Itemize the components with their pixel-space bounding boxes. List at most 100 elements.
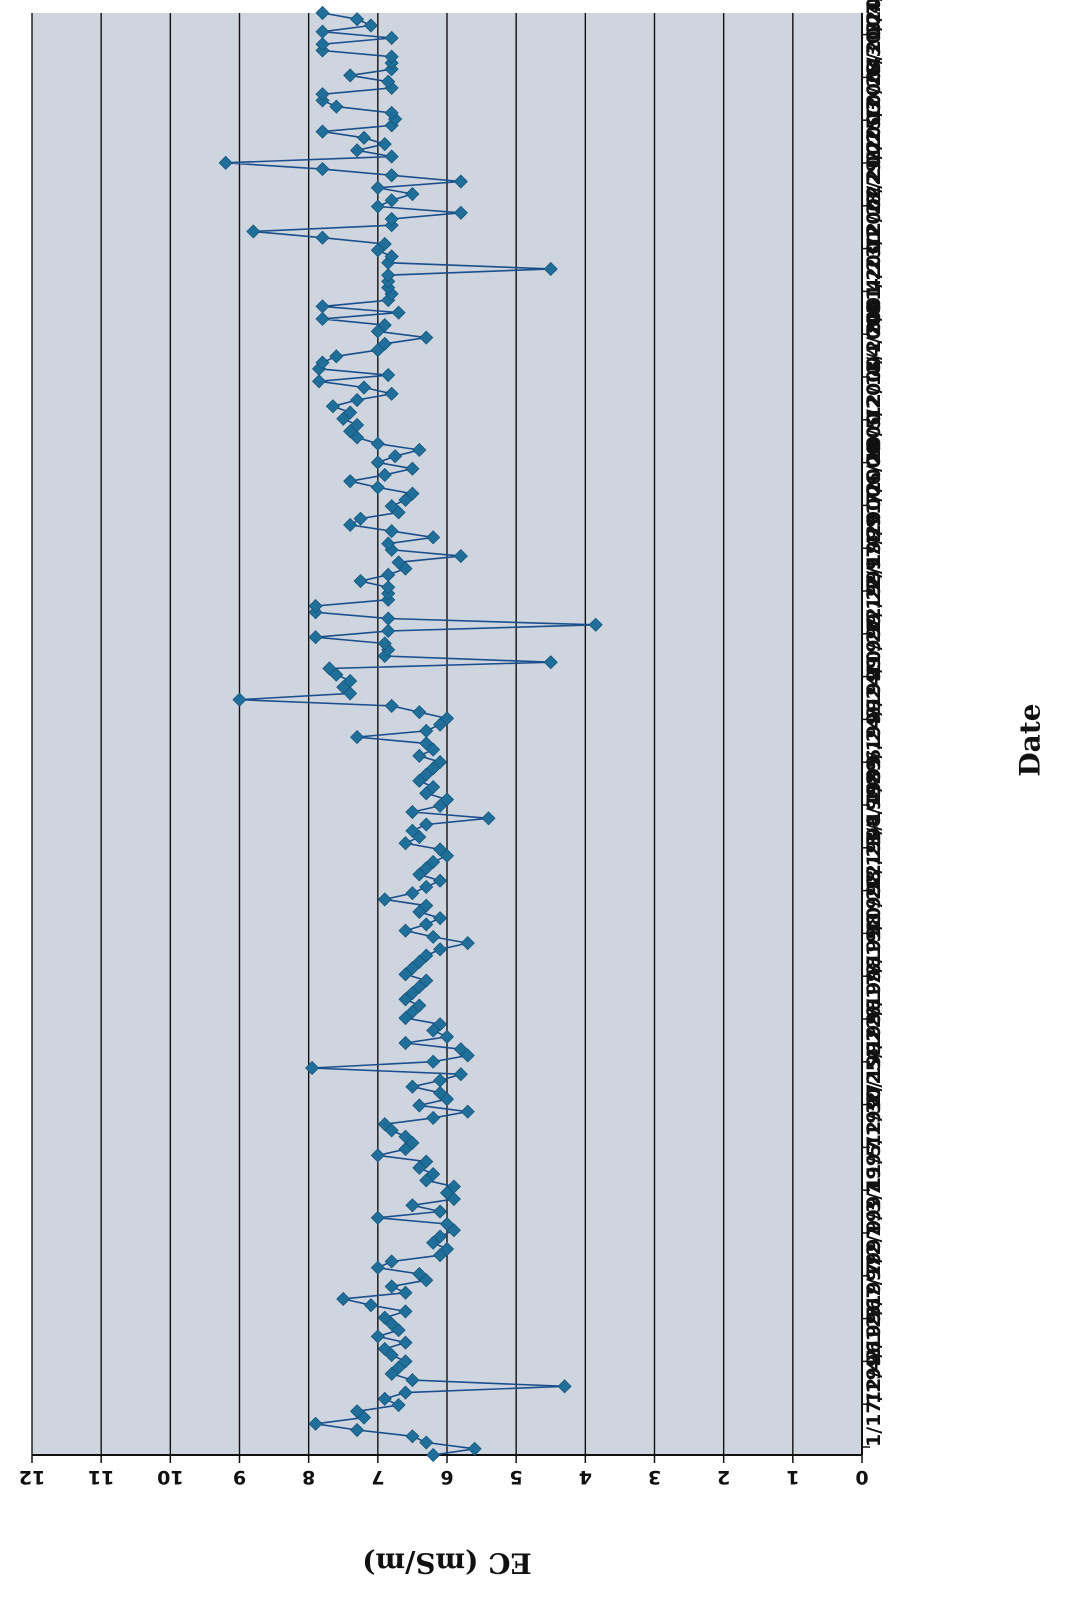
date-tick-label-0: 1/17/1996 bbox=[863, 1341, 885, 1447]
data-point-117 bbox=[433, 717, 448, 732]
data-point-67 bbox=[439, 1029, 455, 1044]
data-point-106 bbox=[419, 786, 434, 801]
data-point-176 bbox=[329, 349, 344, 364]
data-point-211 bbox=[356, 130, 372, 145]
date-tick-label-12: 10/22/1998 bbox=[863, 814, 885, 934]
data-point-119 bbox=[412, 705, 427, 720]
data-point-125 bbox=[329, 667, 344, 682]
data-point-177 bbox=[370, 343, 385, 358]
value-tick-label-2: 2 bbox=[717, 1466, 730, 1488]
y-axis-label: EC (mS/m) bbox=[362, 1547, 532, 1580]
data-point-149 bbox=[343, 517, 358, 532]
data-point-158 bbox=[405, 461, 420, 476]
data-point-86 bbox=[433, 911, 448, 926]
data-point-97 bbox=[433, 842, 448, 857]
data-point-160 bbox=[388, 449, 403, 464]
date-tick-label-33: 3/7/2006 bbox=[863, 0, 885, 35]
data-point-115 bbox=[350, 730, 365, 745]
data-point-136 bbox=[308, 598, 323, 614]
value-tick-label-12: 12 bbox=[19, 1466, 45, 1488]
data-point-216 bbox=[329, 99, 344, 114]
data-point-13 bbox=[384, 1366, 399, 1381]
data-point-70 bbox=[398, 1010, 413, 1026]
data-point-18 bbox=[398, 1335, 413, 1350]
data-point-102 bbox=[481, 811, 496, 826]
data-point-154 bbox=[405, 486, 420, 501]
data-point-10 bbox=[398, 1385, 413, 1400]
data-point-59 bbox=[405, 1079, 420, 1094]
value-tick-label-5: 5 bbox=[510, 1466, 523, 1488]
data-point-212 bbox=[315, 124, 330, 139]
date-tick-label-5: 9/3/1997 bbox=[863, 1140, 885, 1233]
value-tick-label-0: 0 bbox=[855, 1466, 868, 1488]
date-tick-label-26: 8/31/2001 bbox=[863, 228, 885, 334]
data-point-17 bbox=[377, 1341, 392, 1356]
data-point-167 bbox=[343, 405, 358, 420]
data-point-12 bbox=[405, 1373, 420, 1388]
data-point-221 bbox=[343, 68, 358, 83]
data-point-131 bbox=[308, 630, 323, 645]
data-point-95 bbox=[426, 854, 441, 870]
data-point-207 bbox=[218, 155, 233, 170]
data-point-210 bbox=[377, 137, 392, 152]
data-point-101 bbox=[419, 817, 434, 832]
data-point-60 bbox=[433, 1073, 448, 1088]
data-point-25 bbox=[336, 1291, 351, 1307]
data-point-27 bbox=[384, 1279, 399, 1294]
data-point-8 bbox=[391, 1397, 406, 1413]
data-point-134 bbox=[381, 611, 396, 626]
data-point-24 bbox=[363, 1298, 378, 1313]
data-point-1 bbox=[467, 1441, 482, 1456]
series-ec bbox=[218, 5, 603, 1463]
data-point-15 bbox=[398, 1354, 413, 1369]
data-point-215 bbox=[384, 105, 399, 120]
data-point-45 bbox=[426, 1167, 441, 1182]
data-point-201 bbox=[384, 193, 399, 208]
data-point-4 bbox=[350, 1422, 365, 1438]
data-point-193 bbox=[370, 243, 385, 258]
data-point-126 bbox=[322, 661, 337, 676]
data-point-164 bbox=[343, 424, 358, 439]
data-point-89 bbox=[377, 892, 392, 907]
data-point-92 bbox=[433, 873, 448, 888]
data-point-178 bbox=[377, 336, 392, 351]
data-point-150 bbox=[353, 511, 368, 526]
date-tick-label-25: 4/4/2001 bbox=[863, 284, 885, 377]
date-tick-label-3: 5/7/1997 bbox=[863, 1225, 885, 1318]
date-tick-label-17: 8/24/1999 bbox=[863, 613, 885, 719]
data-point-33 bbox=[439, 1241, 455, 1257]
data-point-23 bbox=[398, 1304, 413, 1319]
data-point-195 bbox=[315, 230, 330, 245]
data-point-146 bbox=[381, 536, 396, 551]
date-tick-label-2: 2/12/1997 bbox=[863, 1255, 885, 1361]
data-point-99 bbox=[412, 829, 427, 845]
data-point-228 bbox=[315, 24, 330, 39]
data-point-77 bbox=[398, 967, 413, 982]
value-tick-label-7: 7 bbox=[371, 1466, 384, 1488]
data-point-81 bbox=[433, 942, 448, 957]
data-point-127 bbox=[543, 655, 558, 670]
data-point-151 bbox=[391, 505, 406, 520]
date-tick-label-15: 4/29/1999 bbox=[863, 699, 885, 805]
date-tick-label-6: 11/5/1997 bbox=[863, 1084, 885, 1190]
data-point-200 bbox=[370, 199, 385, 214]
data-point-78 bbox=[405, 961, 420, 976]
data-point-209 bbox=[350, 143, 365, 158]
data-point-155 bbox=[370, 480, 385, 495]
date-tick-label-21: 4/11/2000 bbox=[863, 442, 885, 548]
data-point-165 bbox=[350, 417, 365, 433]
data-point-227 bbox=[384, 30, 399, 46]
data-point-202 bbox=[405, 186, 420, 202]
data-point-84 bbox=[398, 923, 413, 938]
date-tick-label-20: 2/17/2000 bbox=[863, 485, 885, 591]
data-point-94 bbox=[419, 861, 434, 876]
data-point-229 bbox=[363, 18, 378, 33]
data-point-190 bbox=[543, 261, 558, 277]
value-tick-label-8: 8 bbox=[302, 1466, 315, 1488]
data-point-183 bbox=[391, 305, 406, 320]
date-tick-label-1: 12/4/1996 bbox=[863, 1298, 885, 1404]
data-point-61 bbox=[453, 1067, 468, 1082]
data-point-140 bbox=[353, 573, 368, 589]
data-point-168 bbox=[325, 399, 340, 414]
value-tick-label-3: 3 bbox=[648, 1466, 661, 1488]
